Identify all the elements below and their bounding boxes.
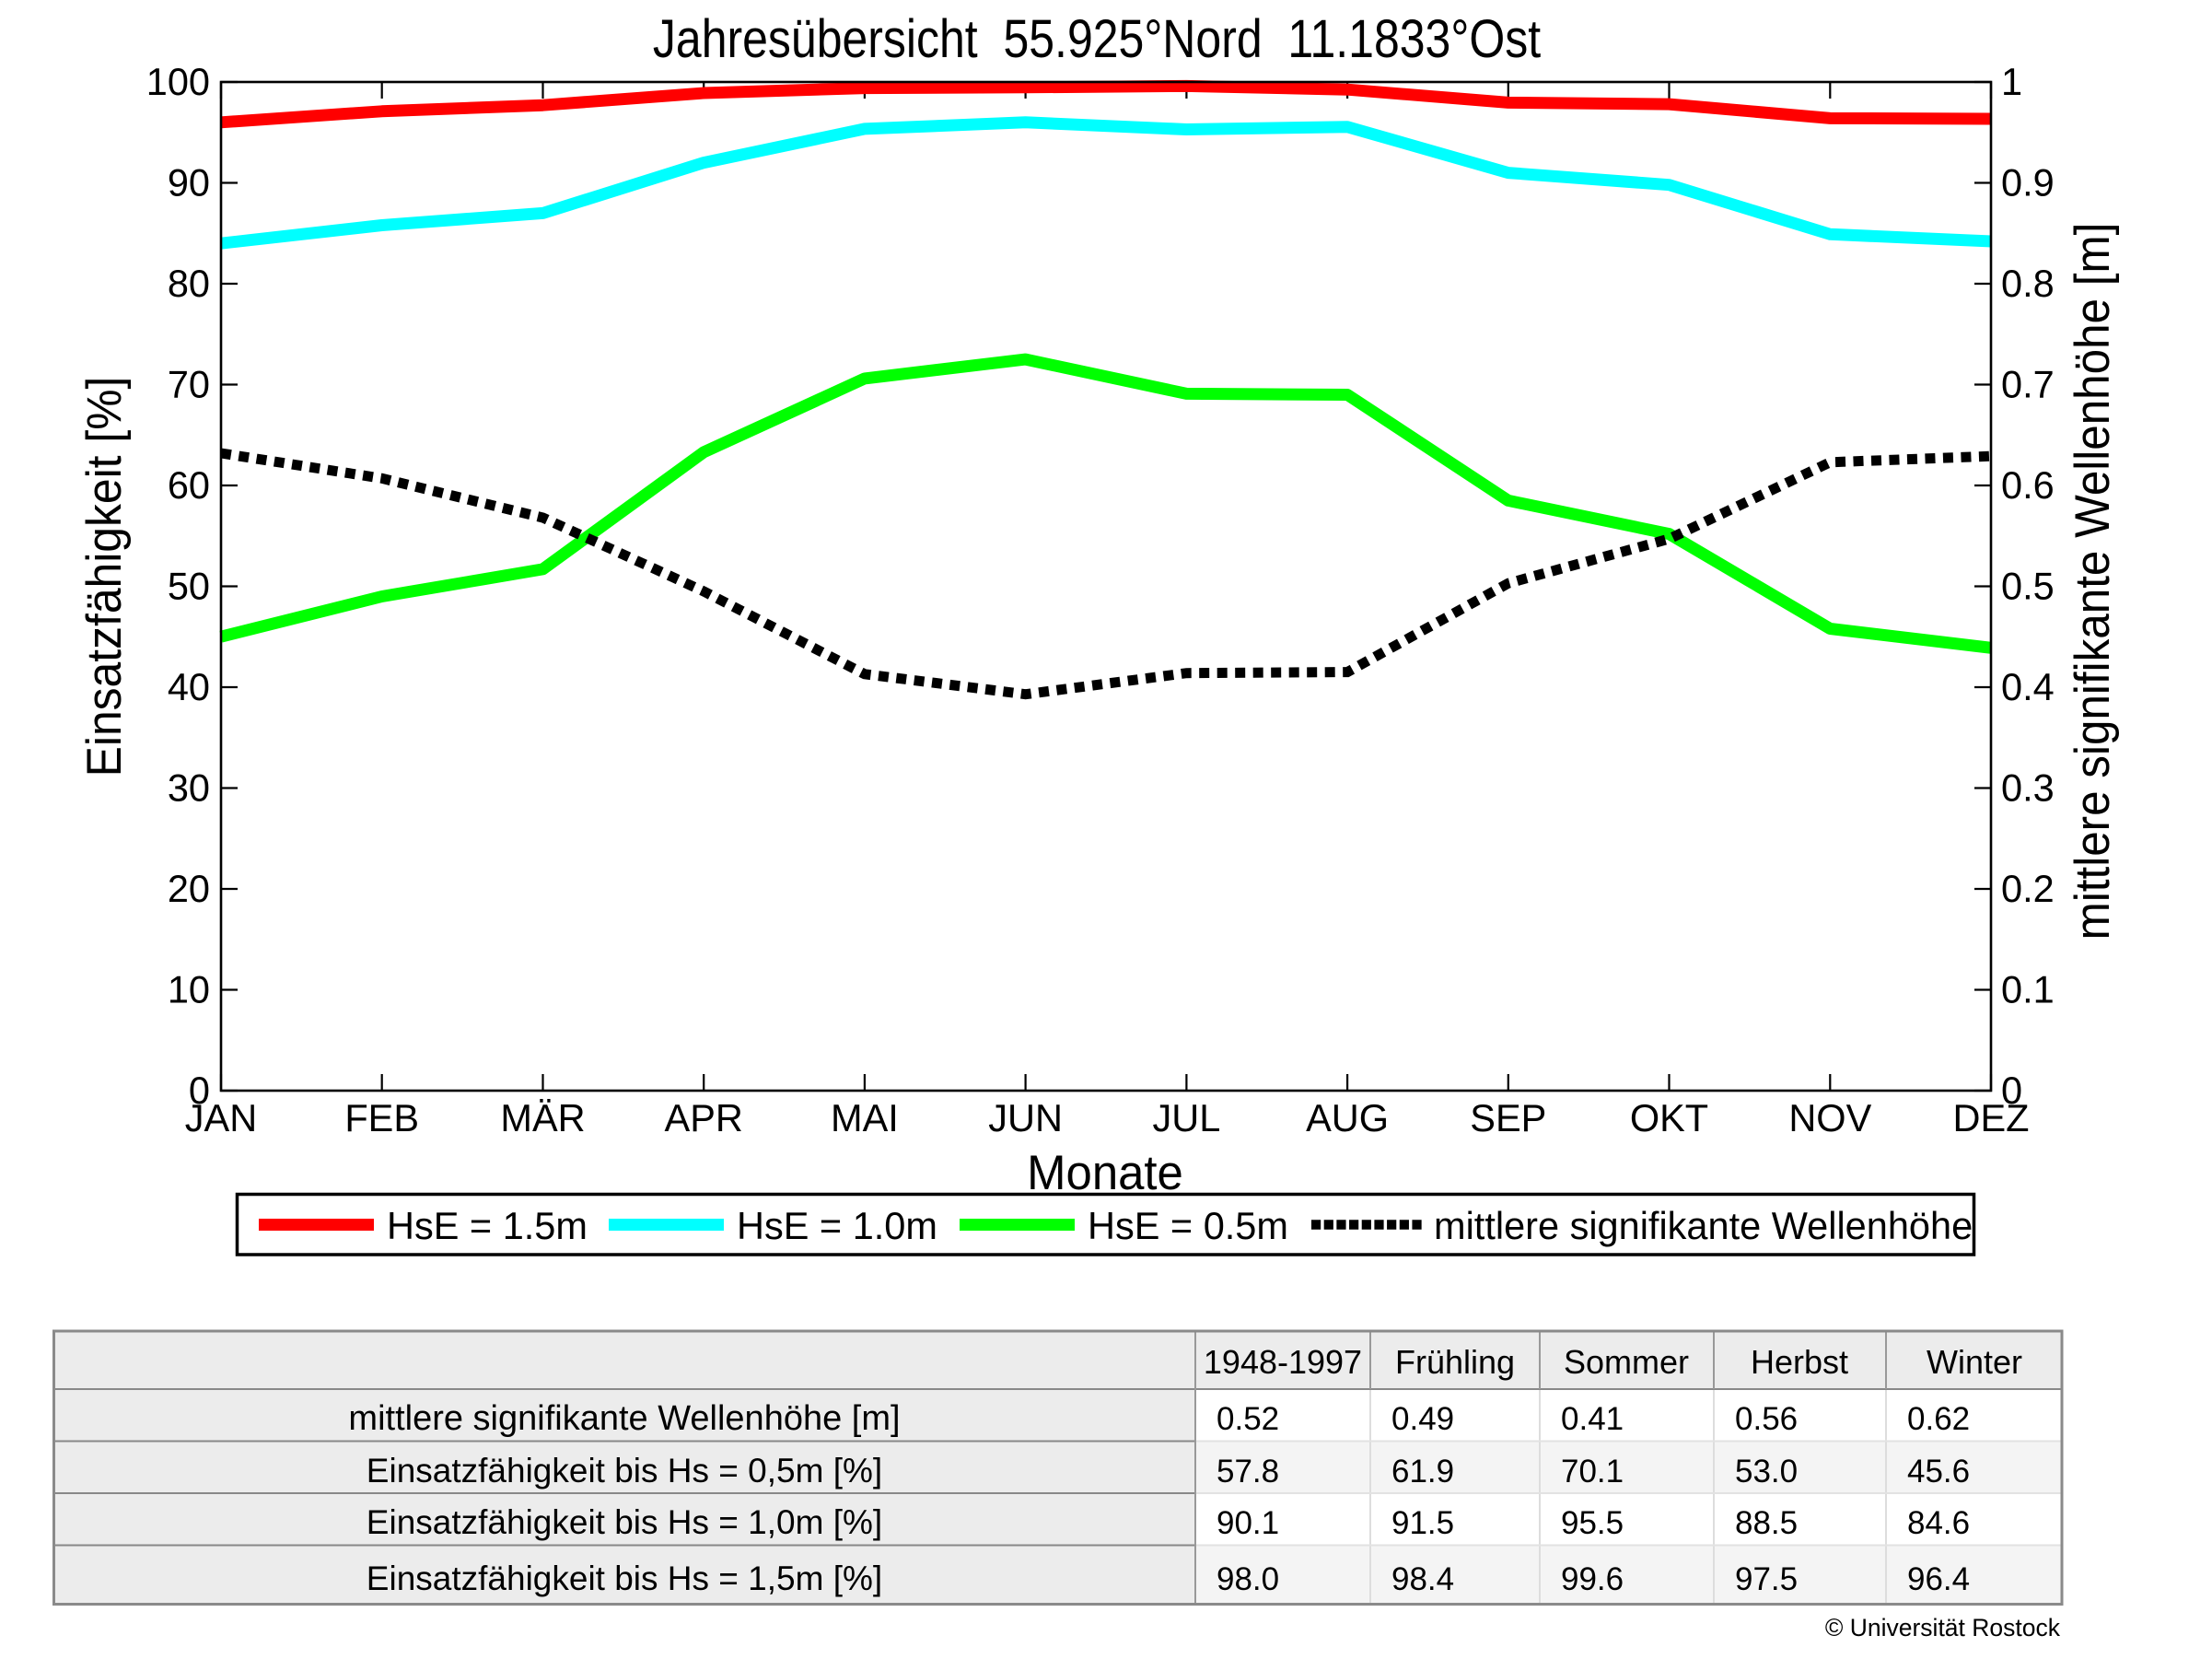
svg-text:95.5: 95.5: [1561, 1505, 1624, 1541]
svg-text:80: 80: [168, 262, 210, 305]
svg-text:30: 30: [168, 766, 210, 810]
svg-text:98.0: 98.0: [1217, 1561, 1279, 1597]
svg-text:90.1: 90.1: [1217, 1505, 1279, 1541]
svg-text:Winter: Winter: [1927, 1343, 2022, 1381]
svg-text:0.52: 0.52: [1217, 1401, 1279, 1437]
svg-text:45.6: 45.6: [1907, 1454, 1970, 1490]
svg-text:97.5: 97.5: [1735, 1561, 1798, 1597]
svg-text:70.1: 70.1: [1561, 1454, 1624, 1490]
svg-text:84.6: 84.6: [1907, 1505, 1970, 1541]
svg-text:OKT: OKT: [1630, 1096, 1708, 1139]
svg-text:HsE = 0.5m: HsE = 0.5m: [1088, 1204, 1288, 1247]
svg-text:40: 40: [168, 665, 210, 708]
svg-text:50: 50: [168, 565, 210, 608]
svg-text:100: 100: [146, 60, 210, 103]
svg-text:88.5: 88.5: [1735, 1505, 1798, 1541]
svg-text:Einsatzfähigkeit bis Hs = 1,5m: Einsatzfähigkeit bis Hs = 1,5m [%]: [367, 1560, 882, 1597]
svg-text:HsE = 1.0m: HsE = 1.0m: [737, 1204, 937, 1247]
svg-text:NOV: NOV: [1788, 1096, 1871, 1139]
svg-text:Einsatzfähigkeit [%]: Einsatzfähigkeit [%]: [76, 377, 132, 777]
svg-text:© Universität Rostock: © Universität Rostock: [1825, 1614, 2061, 1641]
svg-text:mittlere signifikante Wellenhö: mittlere signifikante Wellenhöhe [m]: [2065, 223, 2119, 940]
svg-text:98.4: 98.4: [1391, 1561, 1454, 1597]
svg-text:APR: APR: [665, 1096, 743, 1139]
svg-text:0: 0: [2001, 1069, 2022, 1112]
svg-text:Monate: Monate: [1027, 1146, 1183, 1200]
svg-text:Einsatzfähigkeit bis Hs = 0,5m: Einsatzfähigkeit bis Hs = 0,5m [%]: [367, 1452, 882, 1490]
svg-text:61.9: 61.9: [1391, 1454, 1454, 1490]
svg-text:91.5: 91.5: [1391, 1505, 1454, 1541]
svg-text:0.56: 0.56: [1735, 1401, 1798, 1437]
svg-text:MÄR: MÄR: [500, 1096, 585, 1139]
svg-text:JUN: JUN: [988, 1096, 1063, 1139]
svg-text:0.62: 0.62: [1907, 1401, 1970, 1437]
svg-text:mittlere signifikante Wellenhö: mittlere signifikante Wellenhöhe [m]: [348, 1399, 900, 1438]
svg-text:DEZ: DEZ: [1953, 1096, 2030, 1139]
svg-text:JAN: JAN: [185, 1096, 257, 1139]
svg-text:0.3: 0.3: [2001, 766, 2055, 810]
svg-text:SEP: SEP: [1470, 1096, 1546, 1139]
svg-text:HsE = 1.5m: HsE = 1.5m: [387, 1204, 588, 1247]
svg-text:10: 10: [168, 968, 210, 1011]
svg-text:0.8: 0.8: [2001, 262, 2055, 305]
svg-text:0.6: 0.6: [2001, 463, 2055, 507]
svg-text:Herbst: Herbst: [1751, 1343, 1848, 1381]
svg-text:0.1: 0.1: [2001, 968, 2055, 1011]
svg-text:60: 60: [168, 463, 210, 507]
svg-text:0.7: 0.7: [2001, 363, 2055, 406]
svg-text:Sommer: Sommer: [1564, 1343, 1689, 1381]
svg-text:Jahresübersicht 55.925°Nord: Jahresübersicht 55.925°Nord 11.1833°Ost: [653, 10, 1541, 69]
svg-text:90: 90: [168, 161, 210, 204]
svg-text:70: 70: [168, 363, 210, 406]
svg-text:JUL: JUL: [1152, 1096, 1220, 1139]
svg-text:mittlere signifikante Wellenhö: mittlere signifikante Wellenhöhe: [1434, 1204, 1973, 1247]
svg-text:1948-1997: 1948-1997: [1204, 1343, 1362, 1381]
svg-text:0.49: 0.49: [1391, 1401, 1454, 1437]
svg-text:99.6: 99.6: [1561, 1561, 1624, 1597]
svg-text:1: 1: [2001, 60, 2022, 103]
svg-text:96.4: 96.4: [1907, 1561, 1970, 1597]
svg-text:AUG: AUG: [1306, 1096, 1389, 1139]
svg-text:0.9: 0.9: [2001, 161, 2055, 204]
svg-text:FEB: FEB: [344, 1096, 419, 1139]
svg-text:0: 0: [189, 1069, 210, 1112]
svg-text:53.0: 53.0: [1735, 1454, 1798, 1490]
svg-text:0.5: 0.5: [2001, 565, 2055, 608]
svg-text:0.2: 0.2: [2001, 867, 2055, 910]
svg-text:Frühling: Frühling: [1395, 1343, 1515, 1381]
svg-text:MAI: MAI: [831, 1096, 899, 1139]
svg-text:57.8: 57.8: [1217, 1454, 1279, 1490]
svg-text:0.41: 0.41: [1561, 1401, 1624, 1437]
svg-text:Einsatzfähigkeit bis Hs = 1,0m: Einsatzfähigkeit bis Hs = 1,0m [%]: [367, 1503, 882, 1541]
svg-text:0.4: 0.4: [2001, 665, 2055, 708]
svg-text:20: 20: [168, 867, 210, 910]
